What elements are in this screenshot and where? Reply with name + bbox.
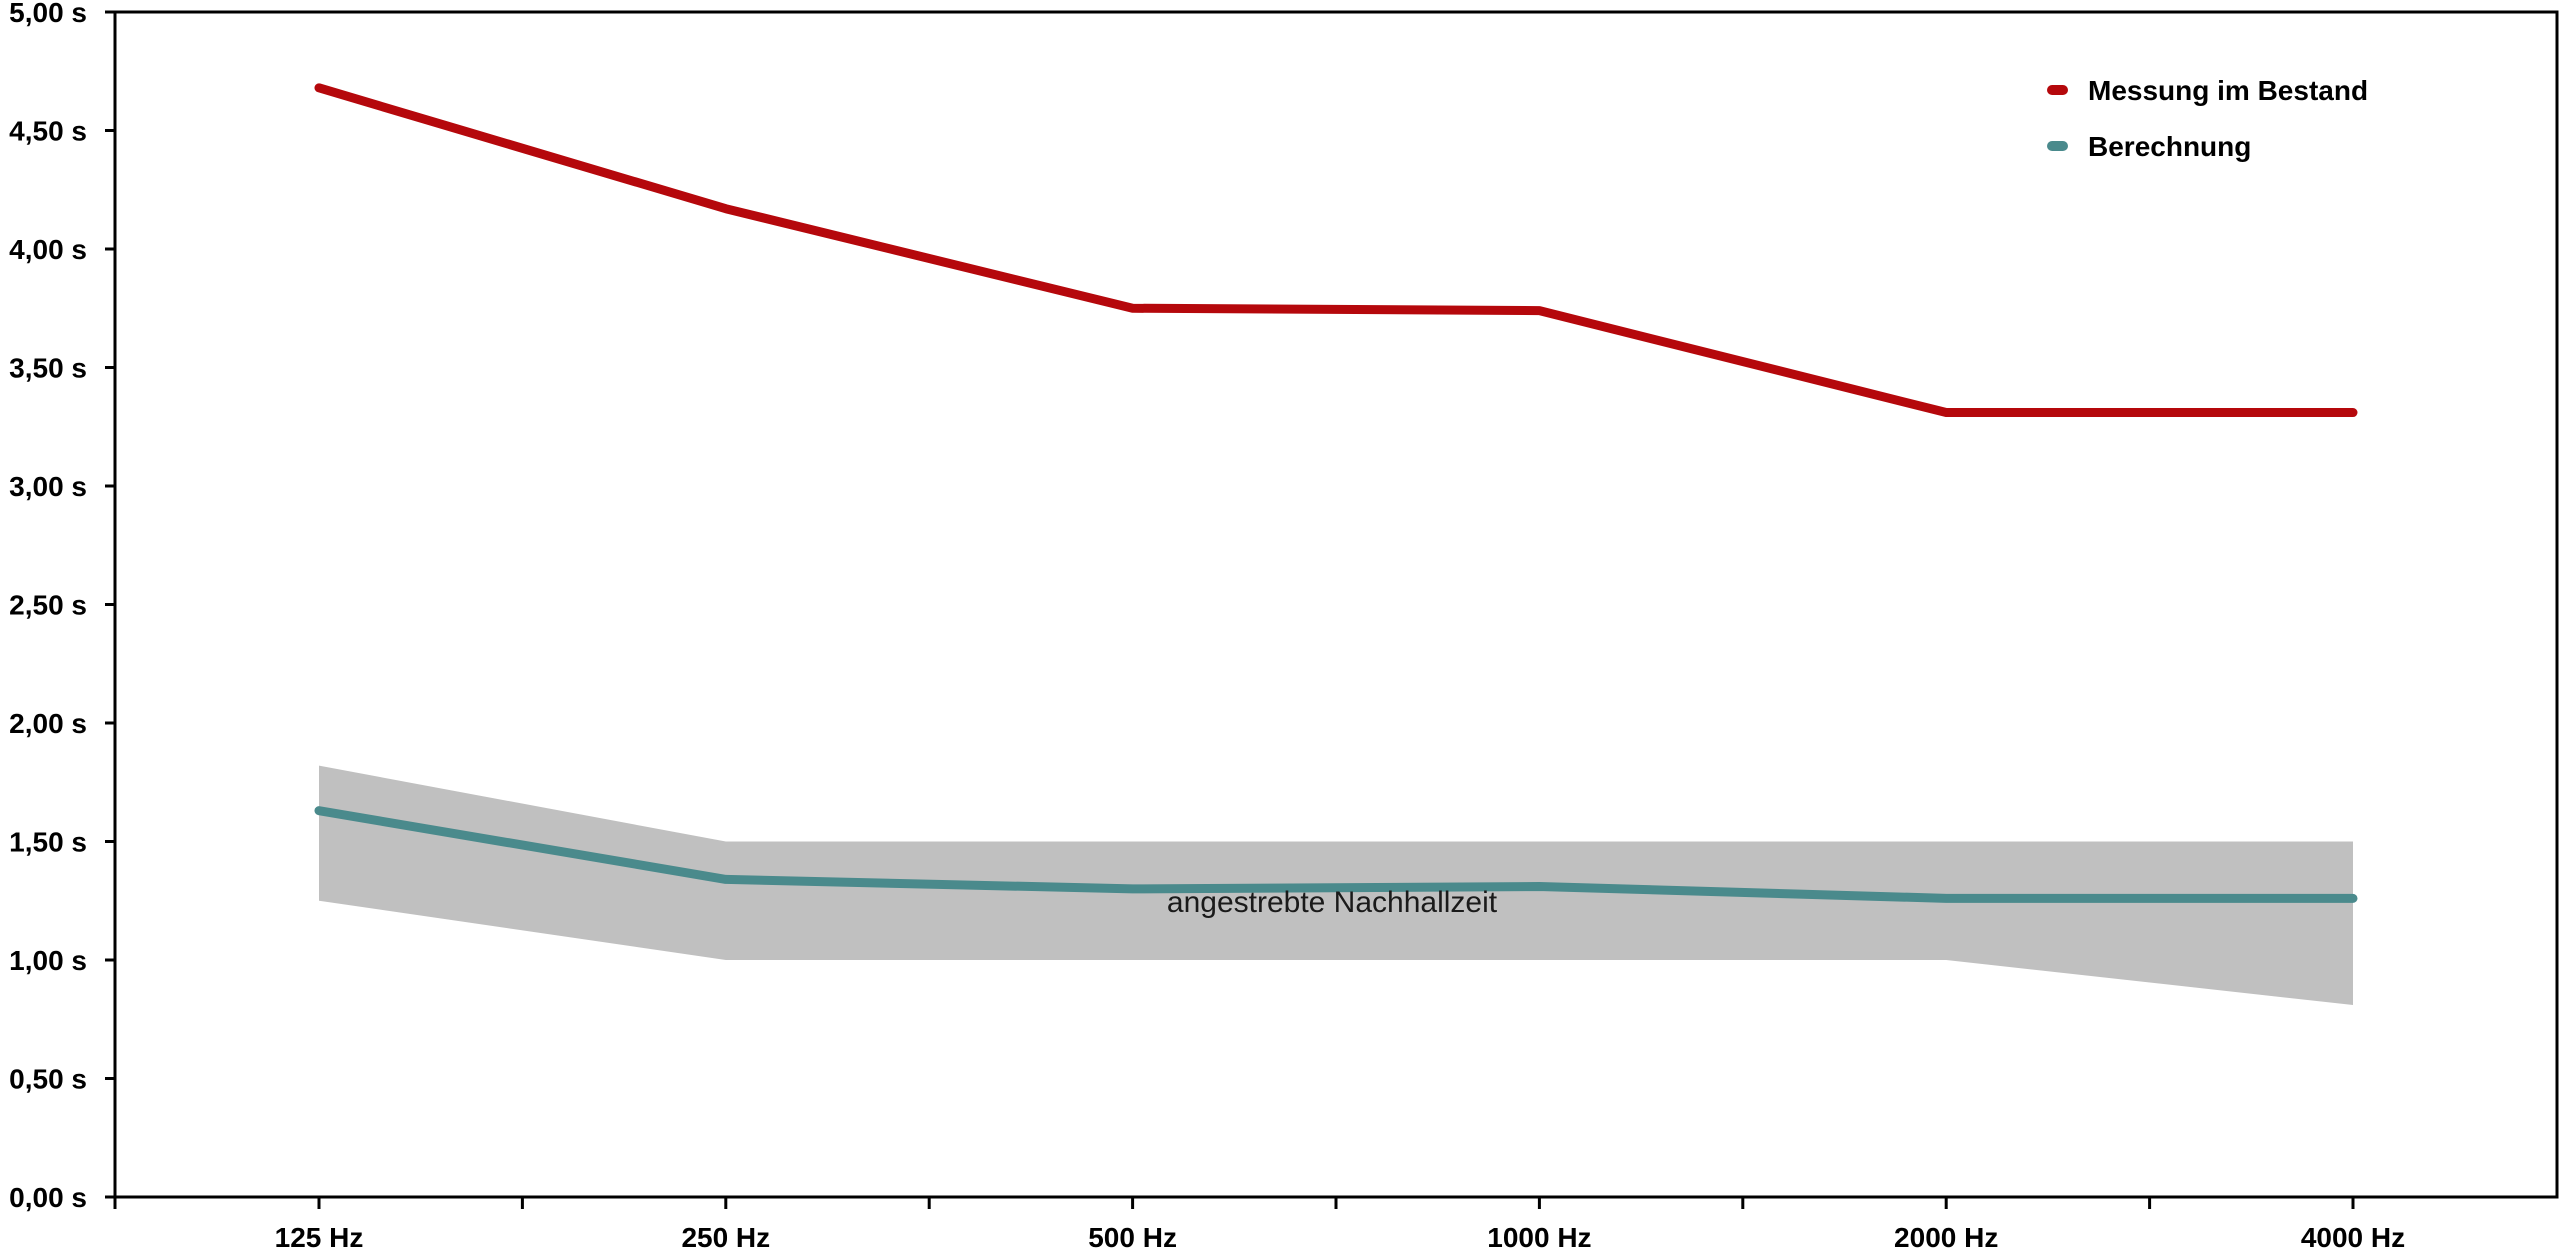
x-tick-label: 1000 Hz bbox=[1487, 1222, 1591, 1251]
y-tick-label: 0,00 s bbox=[9, 1182, 87, 1213]
y-tick-label: 1,00 s bbox=[9, 945, 87, 976]
x-tick-label: 500 Hz bbox=[1088, 1222, 1177, 1251]
series-line-measurement bbox=[319, 88, 2353, 413]
y-tick-label: 4,50 s bbox=[9, 116, 87, 147]
x-tick-label: 250 Hz bbox=[681, 1222, 770, 1251]
x-tick-label: 2000 Hz bbox=[1894, 1222, 1998, 1251]
x-tick-label: 125 Hz bbox=[275, 1222, 364, 1251]
y-tick-label: 5,00 s bbox=[9, 0, 87, 28]
y-tick-label: 4,00 s bbox=[9, 234, 87, 265]
legend-label: Messung im Bestand bbox=[2088, 75, 2368, 106]
legend-label: Berechnung bbox=[2088, 131, 2251, 162]
x-tick-label: 4000 Hz bbox=[2301, 1222, 2405, 1251]
y-tick-label: 1,50 s bbox=[9, 827, 87, 858]
plot-frame bbox=[115, 12, 2557, 1197]
y-tick-label: 2,50 s bbox=[9, 590, 87, 621]
y-tick-label: 3,50 s bbox=[9, 353, 87, 384]
y-tick-label: 3,00 s bbox=[9, 471, 87, 502]
y-tick-label: 2,00 s bbox=[9, 708, 87, 739]
target-range-label: angestrebte Nachhallzeit bbox=[1167, 886, 1498, 919]
y-tick-label: 0,50 s bbox=[9, 1064, 87, 1095]
